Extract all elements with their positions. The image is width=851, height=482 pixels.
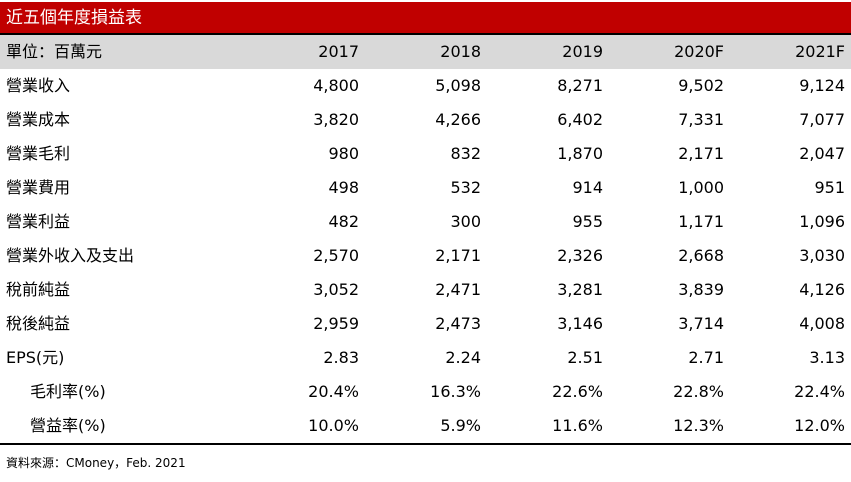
row-label: 毛利率(%) (30, 382, 106, 401)
table-cell: 2.83 (323, 348, 359, 367)
table-cell: 2,047 (799, 144, 845, 163)
year-header-2017: 2017 (318, 42, 359, 61)
table-cell: 980 (328, 144, 359, 163)
table-cell: 1,096 (799, 212, 845, 231)
table-cell: 5,098 (435, 76, 481, 95)
table-row: 營業外收入及支出 2,570 2,171 2,326 2,668 3,030 (0, 239, 851, 273)
table-cell: 2,959 (313, 314, 359, 333)
source-note: 資料來源：CMoney，Feb. 2021 (6, 456, 186, 470)
table-cell: 4,266 (435, 110, 481, 129)
row-label: 營益率(%) (30, 416, 106, 435)
row-label: 稅後純益 (6, 314, 71, 333)
table-title: 近五個年度損益表 (6, 8, 142, 28)
table-row: 營業利益 482 300 955 1,171 1,096 (0, 205, 851, 239)
table-cell: 1,171 (678, 212, 724, 231)
table-cell: 482 (328, 212, 359, 231)
table-cell: 12.3% (673, 416, 724, 435)
table-cell: 6,402 (557, 110, 603, 129)
table-row: EPS(元) 2.83 2.24 2.51 2.71 3.13 (0, 341, 851, 375)
table-cell: 7,077 (799, 110, 845, 129)
table-cell: 2.24 (445, 348, 481, 367)
table-header-row: 單位：百萬元 2017 2018 2019 2020F 2021F (0, 35, 851, 69)
table-cell: 3,146 (557, 314, 603, 333)
table-row: 營業成本 3,820 4,266 6,402 7,331 7,077 (0, 103, 851, 137)
table-cell: 22.4% (794, 382, 845, 401)
row-label: 營業收入 (6, 76, 71, 95)
row-label: 營業利益 (6, 212, 71, 231)
table-cell: 2,171 (678, 144, 724, 163)
table-cell: 498 (328, 178, 359, 197)
row-label: 稅前純益 (6, 280, 71, 299)
year-header-2019: 2019 (562, 42, 603, 61)
table-row: 毛利率(%) 20.4% 16.3% 22.6% 22.8% 22.4% (0, 375, 851, 409)
table-cell: 3,281 (557, 280, 603, 299)
table-cell: 2.71 (688, 348, 724, 367)
table-cell: 2.51 (567, 348, 603, 367)
table-row: 稅前純益 3,052 2,471 3,281 3,839 4,126 (0, 273, 851, 307)
table-cell: 3.13 (809, 348, 845, 367)
table-cell: 832 (450, 144, 481, 163)
table-top-rule (0, 33, 851, 35)
table-row: 營益率(%) 10.0% 5.9% 11.6% 12.3% 12.0% (0, 409, 851, 443)
table-cell: 3,820 (313, 110, 359, 129)
table-cell: 10.0% (308, 416, 359, 435)
table-row: 營業毛利 980 832 1,870 2,171 2,047 (0, 137, 851, 171)
table-cell: 9,124 (799, 76, 845, 95)
table-row: 營業收入 4,800 5,098 8,271 9,502 9,124 (0, 69, 851, 103)
row-label: 營業費用 (6, 178, 71, 197)
table-cell: 16.3% (430, 382, 481, 401)
table-cell: 951 (814, 178, 845, 197)
table-cell: 2,171 (435, 246, 481, 265)
table-cell: 3,030 (799, 246, 845, 265)
table-cell: 8,271 (557, 76, 603, 95)
table-cell: 914 (572, 178, 603, 197)
table-cell: 20.4% (308, 382, 359, 401)
table-cell: 532 (450, 178, 481, 197)
row-label: 營業毛利 (6, 144, 71, 163)
table-cell: 2,471 (435, 280, 481, 299)
table-cell: 300 (450, 212, 481, 231)
table-cell: 2,570 (313, 246, 359, 265)
table-cell: 1,000 (678, 178, 724, 197)
table-cell: 4,008 (799, 314, 845, 333)
table-cell: 9,502 (678, 76, 724, 95)
table-cell: 4,800 (313, 76, 359, 95)
table-cell: 2,473 (435, 314, 481, 333)
row-label: 營業外收入及支出 (6, 246, 135, 265)
table-row: 稅後純益 2,959 2,473 3,146 3,714 4,008 (0, 307, 851, 341)
table-bottom-rule (0, 443, 851, 445)
table-cell: 5.9% (440, 416, 481, 435)
table-cell: 22.6% (552, 382, 603, 401)
table-cell: 4,126 (799, 280, 845, 299)
row-label: EPS(元) (6, 348, 65, 367)
table-cell: 955 (572, 212, 603, 231)
row-label: 營業成本 (6, 110, 71, 129)
year-header-2021f: 2021F (795, 42, 845, 61)
unit-label: 單位：百萬元 (6, 42, 103, 61)
table-cell: 3,714 (678, 314, 724, 333)
table-row: 營業費用 498 532 914 1,000 951 (0, 171, 851, 205)
year-header-2018: 2018 (440, 42, 481, 61)
table-cell: 12.0% (794, 416, 845, 435)
title-bar: 近五個年度損益表 (0, 2, 851, 33)
table-cell: 2,668 (678, 246, 724, 265)
table-cell: 1,870 (557, 144, 603, 163)
table-cell: 3,839 (678, 280, 724, 299)
table-cell: 2,326 (557, 246, 603, 265)
year-header-2020f: 2020F (674, 42, 724, 61)
table-cell: 22.8% (673, 382, 724, 401)
table-cell: 7,331 (678, 110, 724, 129)
table-cell: 3,052 (313, 280, 359, 299)
table-cell: 11.6% (552, 416, 603, 435)
